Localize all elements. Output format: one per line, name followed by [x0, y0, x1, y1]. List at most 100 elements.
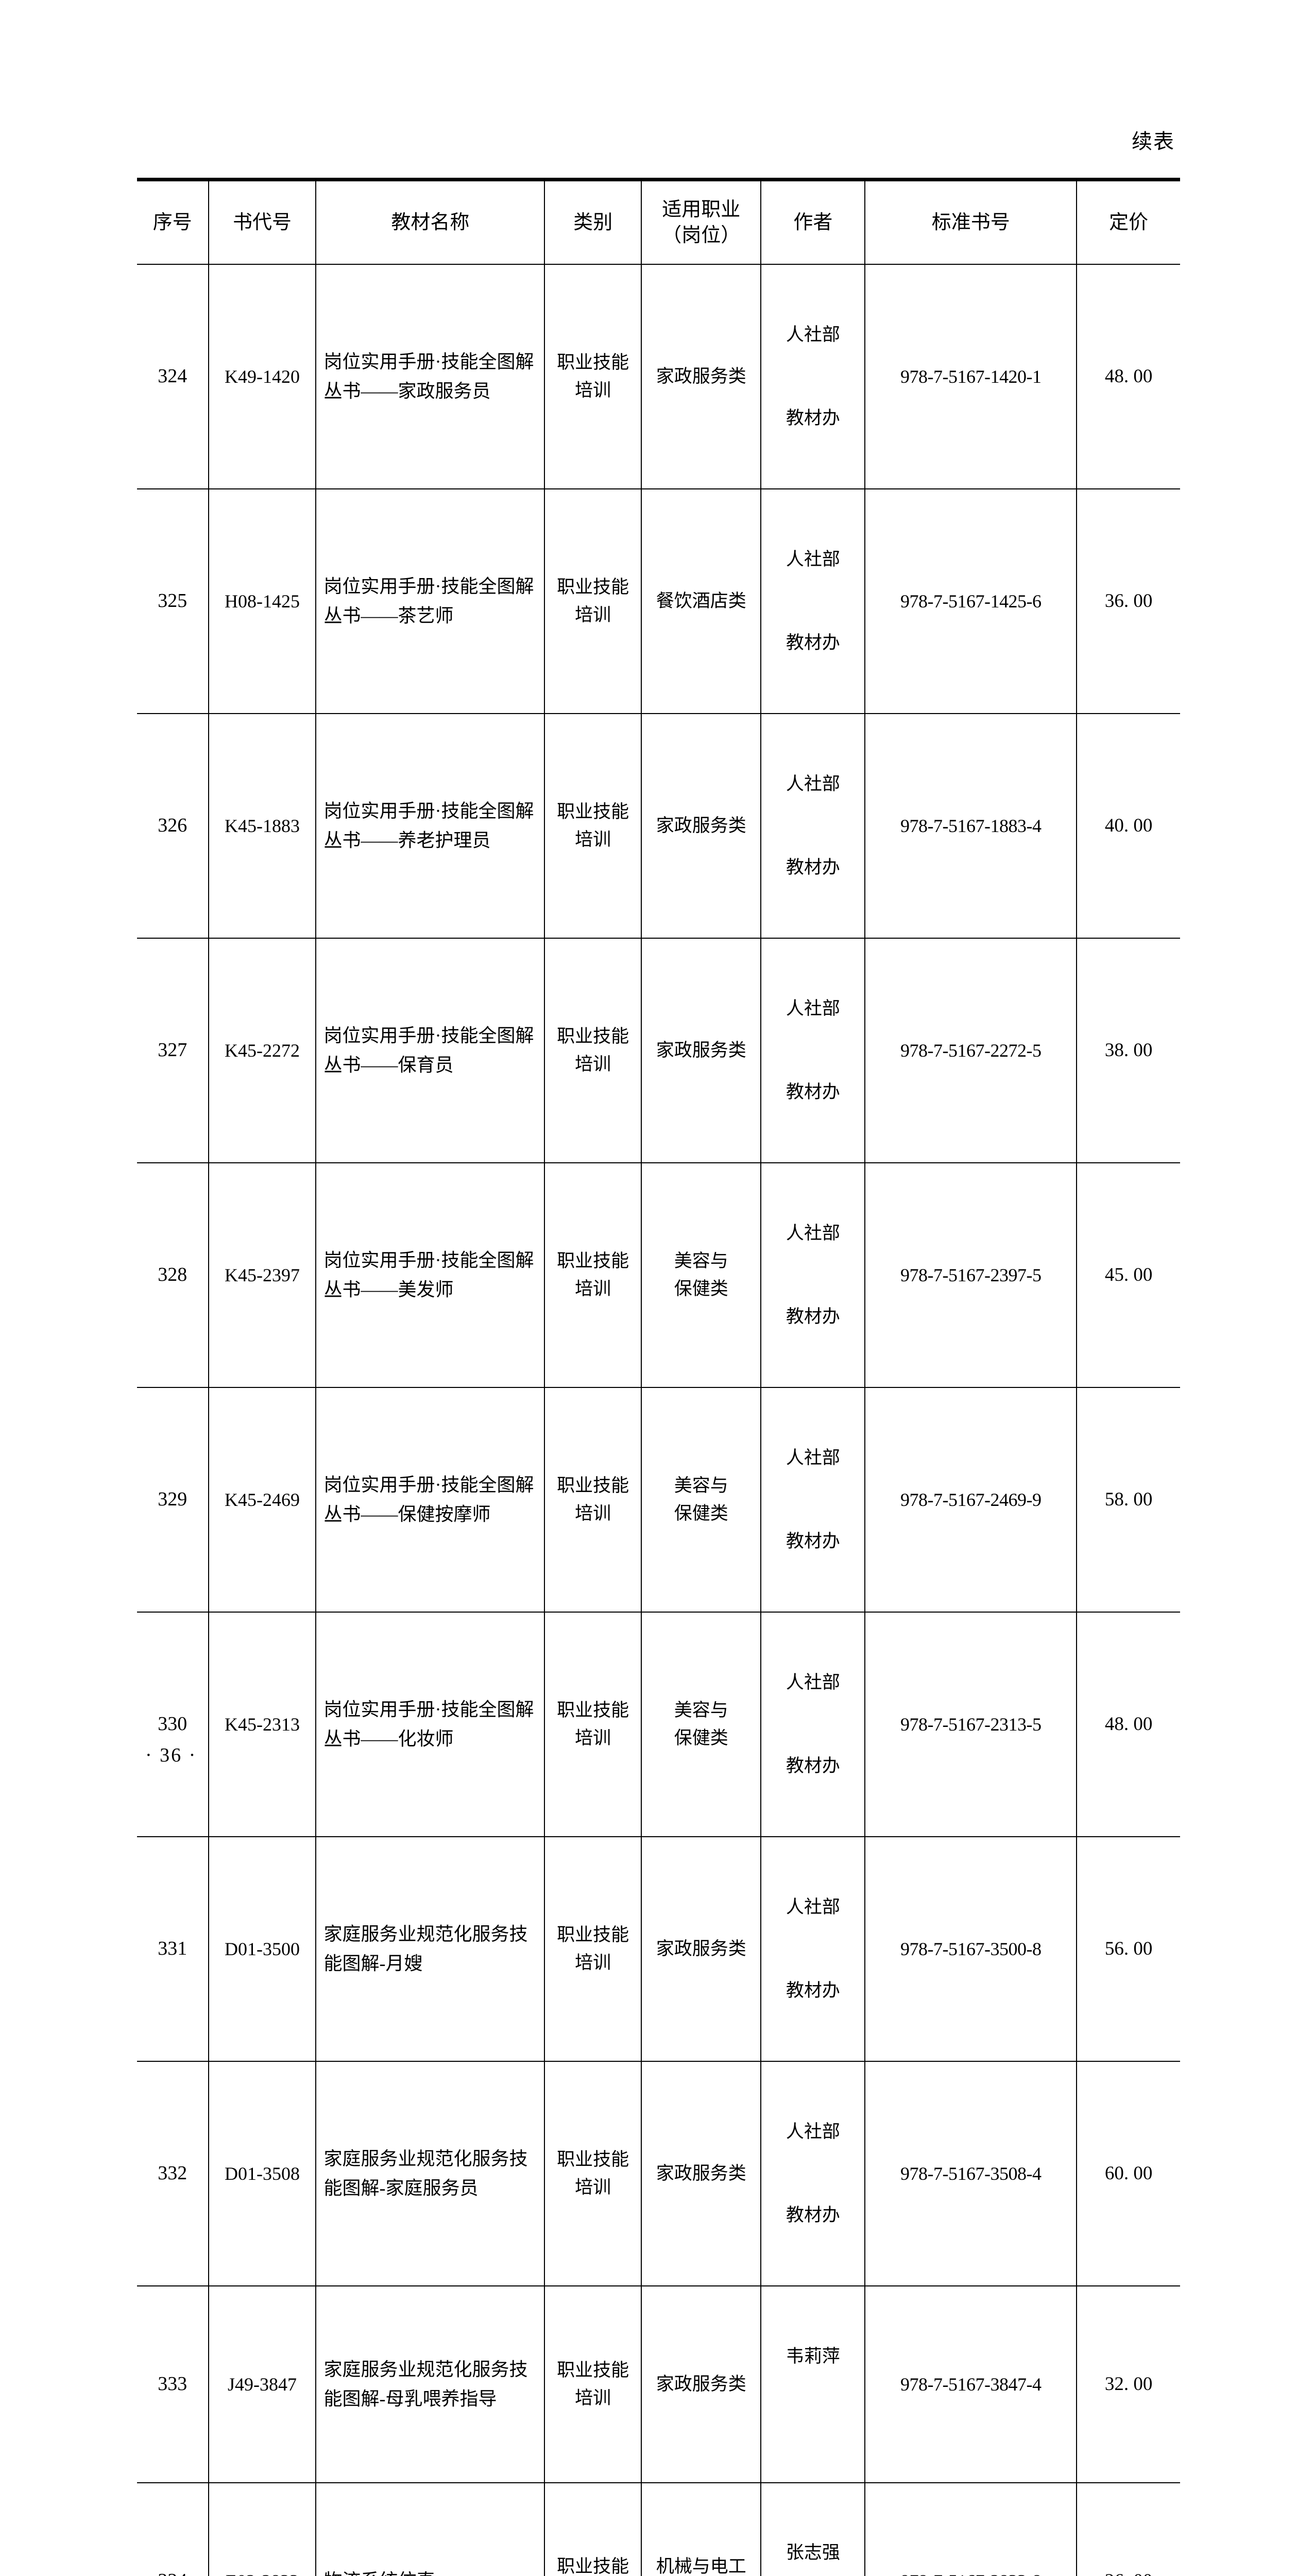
cell-occupation-line1: 家政服务类 [656, 1040, 746, 1060]
cell-book-code: D01-3500 [208, 1836, 317, 2062]
col-header-occupation: 适用职业 （岗位） [641, 178, 762, 265]
cell-category-line2: 培训 [575, 829, 611, 850]
cell-category: 职业技能 培训 [544, 264, 642, 489]
cell-author: 人社部 教材办 [760, 1612, 866, 1837]
cell-category: 职业技能 培训 [544, 2285, 642, 2483]
cell-category: 职业技能 培训 [544, 2061, 642, 2286]
cell-isbn: 978-7-5167-2397-5 [864, 1162, 1078, 1388]
cell-author-line1: 张志强 [786, 2543, 840, 2563]
cell-author: 人社部 教材办 [760, 488, 866, 714]
cell-occupation-line1: 餐饮酒店类 [656, 590, 746, 611]
cell-textbook-name: 岗位实用手册·技能全图解丛书——化妆师 [315, 1612, 545, 1837]
cell-isbn: 978-7-5167-1883-4 [864, 713, 1078, 939]
cell-book-code: K45-2469 [208, 1387, 317, 1613]
table-row: 332 D01-3508 家庭服务业规范化服务技能图解-家庭服务员 职业技能 培… [137, 2061, 1180, 2286]
cell-occupation: 家政服务类 [641, 2061, 762, 2286]
cell-author-line1: 人社部 [786, 549, 840, 569]
cell-occupation-line2: 保健类 [674, 1503, 728, 1523]
cell-occupation: 家政服务类 [641, 2285, 762, 2483]
cell-textbook-name: 家庭服务业规范化服务技能图解-家庭服务员 [315, 2061, 545, 2286]
col-header-author: 作者 [760, 178, 866, 265]
cell-author-line2: 教材办 [786, 1307, 840, 1327]
cell-isbn: 978-7-5167-1425-6 [864, 488, 1078, 714]
col-header-occupation-line2: （岗位） [662, 225, 741, 246]
table-row: 333 J49-3847 家庭服务业规范化服务技能图解-母乳喂养指导 职业技能 … [137, 2285, 1180, 2483]
table-body: 324 K49-1420 岗位实用手册·技能全图解丛书——家政服务员 职业技能 … [137, 264, 1180, 2576]
cell-author: 人社部 教材办 [760, 1162, 866, 1388]
cell-author-line2: 教材办 [786, 408, 840, 429]
catalog-table: 序号 书代号 教材名称 类别 适用职业 （岗位） 作者 标准书号 定价 324 … [137, 178, 1180, 2576]
cell-occupation-line1: 家政服务类 [656, 1938, 746, 1959]
cell-isbn: 978-7-5167-3500-8 [864, 1836, 1078, 2062]
col-header-category: 类别 [544, 178, 642, 265]
table-row: 334 E02-2833 物流系统仿真 职业技能 培训 机械与电工 电子类 张志… [137, 2482, 1180, 2576]
cell-book-code: E02-2833 [208, 2482, 317, 2576]
cell-occupation-line1: 家政服务类 [656, 2163, 746, 2183]
cell-sequence: 333 [137, 2285, 209, 2483]
cell-category: 职业技能 培训 [544, 1612, 642, 1837]
cell-category-line2: 培训 [575, 380, 611, 400]
cell-price: 48. 00 [1076, 1612, 1180, 1837]
table-row: 330 K45-2313 岗位实用手册·技能全图解丛书——化妆师 职业技能 培训… [137, 1612, 1180, 1837]
cell-author: 人社部 教材办 [760, 264, 866, 489]
cell-author: 人社部 教材办 [760, 1836, 866, 2062]
cell-book-code: K45-2397 [208, 1162, 317, 1388]
cell-category-line1: 职业技能 [557, 801, 629, 822]
cell-category-line2: 培训 [575, 1728, 611, 1748]
table-header: 序号 书代号 教材名称 类别 适用职业 （岗位） 作者 标准书号 定价 [137, 178, 1180, 265]
cell-sequence: 326 [137, 713, 209, 939]
cell-occupation-line2: 保健类 [674, 1279, 728, 1299]
cell-occupation-line1: 美容与 [674, 1475, 728, 1496]
cell-author: 人社部 教材办 [760, 2061, 866, 2286]
cell-author-line1: 人社部 [786, 1447, 840, 1468]
cell-category-line1: 职业技能 [557, 1026, 629, 1046]
cell-author-line2: 教材办 [786, 1756, 840, 1776]
cell-occupation-line1: 机械与电工 [656, 2556, 746, 2576]
cell-category-line1: 职业技能 [557, 352, 629, 372]
cell-sequence: 331 [137, 1836, 209, 2062]
cell-textbook-name: 岗位实用手册·技能全图解丛书——美发师 [315, 1162, 545, 1388]
cell-author-line1: 人社部 [786, 2121, 840, 2142]
cell-occupation: 家政服务类 [641, 938, 762, 1163]
cell-book-code: J49-3847 [208, 2285, 317, 2483]
cell-category-line2: 培训 [575, 1054, 611, 1074]
cell-category: 职业技能 培训 [544, 1836, 642, 2062]
cell-category-line2: 培训 [575, 1503, 611, 1523]
table-row: 327 K45-2272 岗位实用手册·技能全图解丛书——保育员 职业技能 培训… [137, 938, 1180, 1163]
cell-sequence: 325 [137, 488, 209, 714]
continuation-table-label: 续表 [1132, 130, 1175, 153]
cell-sequence: 328 [137, 1162, 209, 1388]
cell-textbook-name: 家庭服务业规范化服务技能图解-月嫂 [315, 1836, 545, 2062]
cell-textbook-name: 家庭服务业规范化服务技能图解-母乳喂养指导 [315, 2285, 545, 2483]
cell-author-line1: 人社部 [786, 1672, 840, 1692]
cell-occupation: 美容与 保健类 [641, 1387, 762, 1613]
cell-price: 32. 00 [1076, 2285, 1180, 2483]
catalog-table-wrapper: 序号 书代号 教材名称 类别 适用职业 （岗位） 作者 标准书号 定价 324 … [137, 178, 1180, 2576]
cell-category-line1: 职业技能 [557, 2149, 629, 2170]
cell-occupation: 机械与电工 电子类 [641, 2482, 762, 2576]
cell-occupation-line1: 家政服务类 [656, 366, 746, 386]
header-row: 序号 书代号 教材名称 类别 适用职业 （岗位） 作者 标准书号 定价 [137, 178, 1180, 265]
cell-occupation: 美容与 保健类 [641, 1162, 762, 1388]
table-row: 326 K45-1883 岗位实用手册·技能全图解丛书——养老护理员 职业技能 … [137, 713, 1180, 939]
cell-price: 48. 00 [1076, 264, 1180, 489]
cell-occupation: 美容与 保健类 [641, 1612, 762, 1837]
cell-isbn: 978-7-5167-2833-8 [864, 2482, 1078, 2576]
table-row: 328 K45-2397 岗位实用手册·技能全图解丛书——美发师 职业技能 培训… [137, 1162, 1180, 1388]
cell-price: 36. 00 [1076, 488, 1180, 714]
cell-author-line2: 教材办 [786, 857, 840, 878]
cell-book-code: K45-1883 [208, 713, 317, 939]
cell-category: 职业技能 培训 [544, 1387, 642, 1613]
cell-isbn: 978-7-5167-3508-4 [864, 2061, 1078, 2286]
table-row: 324 K49-1420 岗位实用手册·技能全图解丛书——家政服务员 职业技能 … [137, 264, 1180, 489]
cell-price: 26. 00 [1076, 2482, 1180, 2576]
cell-textbook-name: 物流系统仿真 [315, 2482, 545, 2576]
cell-book-code: K45-2313 [208, 1612, 317, 1837]
cell-price: 58. 00 [1076, 1387, 1180, 1613]
cell-author: 人社部 教材办 [760, 713, 866, 939]
cell-isbn: 978-7-5167-1420-1 [864, 264, 1078, 489]
col-header-sequence: 序号 [137, 178, 209, 265]
cell-sequence: 329 [137, 1387, 209, 1613]
col-header-price: 定价 [1076, 178, 1180, 265]
cell-category: 职业技能 培训 [544, 938, 642, 1163]
